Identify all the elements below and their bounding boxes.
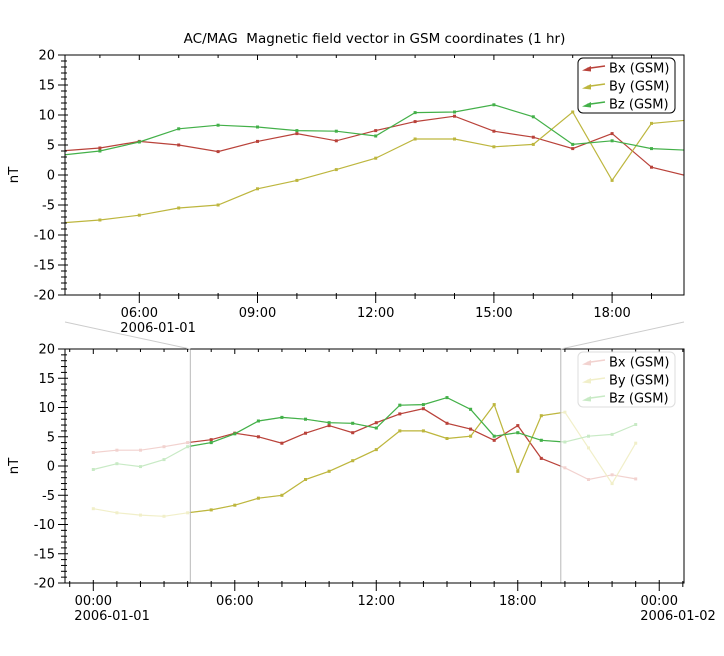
panel-bottom-data-window <box>190 396 561 514</box>
legend-entry-bx[interactable]: Bx (GSM) <box>582 356 669 371</box>
x-tick-label: 09:00 <box>239 306 276 321</box>
y-tick-label: -15 <box>34 547 55 562</box>
y-tick-label: 15 <box>38 372 55 387</box>
x-tick-label: 00:00 <box>75 594 112 609</box>
zoom-connector-left <box>64 321 191 350</box>
y-tick-label: 15 <box>38 79 55 94</box>
legend-entry-label: Bz (GSM) <box>609 392 669 407</box>
series-by <box>65 110 684 224</box>
panel-top: -20 -15 -10 -5 0 5 10 15 20 06:00 09:00 12:00 15:00 1… <box>34 49 685 336</box>
legend-entry-label: By (GSM) <box>609 374 669 389</box>
y-tick-label: -10 <box>34 229 55 244</box>
zoom-connectors <box>64 321 685 350</box>
y-tick-label: -20 <box>34 577 55 592</box>
y-tick-label: 20 <box>38 49 55 64</box>
legend-entry-label: Bx (GSM) <box>609 356 669 371</box>
x-tick-label: 06:00 <box>121 306 158 321</box>
series-bz <box>65 103 684 156</box>
x-axis-date-label: 2006-01-02 <box>640 609 716 624</box>
x-axis-date-label: 2006-01-01 <box>74 609 150 624</box>
x-axis-date-label: 2006-01-01 <box>120 321 196 336</box>
y-tick-label: -20 <box>34 289 55 304</box>
series-by-faded <box>91 403 638 518</box>
series-bz-faded <box>91 396 638 471</box>
legend-entry-by[interactable]: By (GSM) <box>582 374 669 389</box>
legend-entry-bz[interactable]: Bz (GSM) <box>582 392 669 407</box>
bx-legend-marker-icon <box>582 359 606 366</box>
series-bx-faded <box>91 407 638 481</box>
y-tick-label: 10 <box>38 401 55 416</box>
x-tick-label: 00:00 <box>641 594 678 609</box>
x-tick-label: 18:00 <box>593 306 630 321</box>
by-legend-marker-icon <box>582 377 606 384</box>
legend-entry-by[interactable]: By (GSM) <box>582 80 669 95</box>
panel-top-data <box>65 103 684 224</box>
x-tick-label: 18:00 <box>499 594 536 609</box>
legend-faded[interactable]: Bx (GSM) By (GSM) Bz (GSM) <box>577 351 676 408</box>
zoom-connector-right <box>560 321 685 350</box>
series-bz <box>190 396 561 447</box>
x-tick-label: 12:00 <box>358 594 395 609</box>
zoom-window-markers <box>189 349 562 583</box>
by-legend-marker-icon <box>582 83 606 90</box>
legend-entry-label: Bx (GSM) <box>609 62 669 77</box>
chart-title: AC/MAG Magnetic field vector in GSM coor… <box>183 31 566 47</box>
bz-legend-marker-icon <box>582 101 606 108</box>
bx-legend-marker-icon <box>582 65 606 72</box>
series-by <box>190 403 561 514</box>
y-tick-label: 0 <box>47 460 55 475</box>
x-tick-label: 06:00 <box>216 594 253 609</box>
y-tick-label: 20 <box>38 343 55 358</box>
panel-bottom-y-axis: -20 -15 -10 -5 0 5 10 15 20 <box>34 343 68 592</box>
panel-bottom-data <box>91 396 638 518</box>
legend[interactable]: Bx (GSM) By (GSM) Bz (GSM) <box>577 57 676 114</box>
legend-entry-label: Bz (GSM) <box>609 98 669 113</box>
legend-entry-label: By (GSM) <box>609 80 669 95</box>
bz-legend-marker-icon <box>582 395 606 402</box>
x-tick-label: 12:00 <box>357 306 394 321</box>
y-tick-label: 0 <box>47 169 55 184</box>
series-bx <box>190 407 561 467</box>
legend-entry-bx[interactable]: Bx (GSM) <box>582 62 669 77</box>
panel-top-y-axis: -20 -15 -10 -5 0 5 10 15 20 <box>34 49 68 304</box>
y-tick-label: -10 <box>34 518 55 533</box>
legend-entry-bz[interactable]: Bz (GSM) <box>582 98 669 113</box>
y-tick-label: 10 <box>38 109 55 124</box>
y-tick-label: -5 <box>42 199 55 214</box>
series-bx <box>65 114 684 176</box>
y-tick-label: 5 <box>47 139 55 154</box>
panel-top-x-axis: 06:00 09:00 12:00 15:00 18:00 2006-01-01 <box>99 55 652 336</box>
y-tick-label: -5 <box>42 489 55 504</box>
x-tick-label: 15:00 <box>475 306 512 321</box>
panel-bottom: -20 -15 -10 -5 0 5 10 15 20 00:00 06:00 12:00 18:00 0… <box>34 343 716 625</box>
y-tick-label: -15 <box>34 259 55 274</box>
y-tick-label: 5 <box>47 430 55 445</box>
